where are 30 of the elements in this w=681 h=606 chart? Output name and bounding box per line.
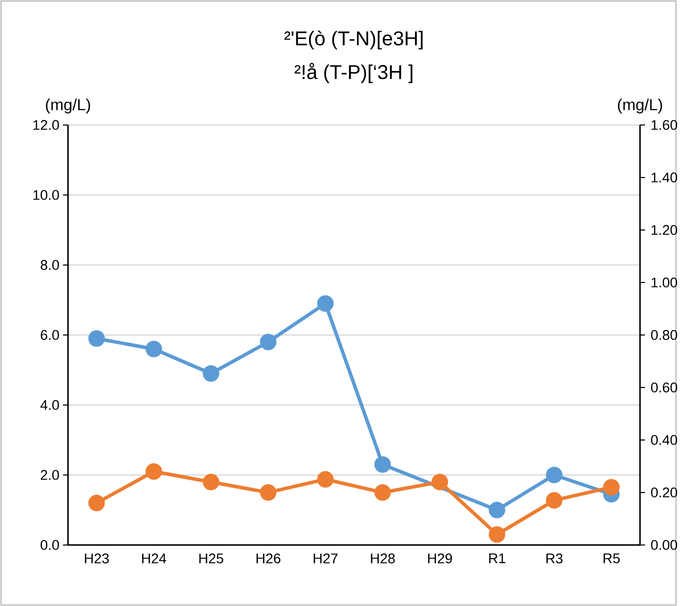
y-tick-label: 2.0 [40,470,59,480]
x-tick-label: H29 [428,553,452,564]
chart-subtitle: ²!å (T-P)[‘3H ] [294,62,412,84]
y-tick-label: 4.0 [40,400,59,410]
y-axis-title: (mg/L) [46,98,90,114]
x-tick-label: H23 [84,553,109,564]
y-tick-label: 6.0 [40,330,59,340]
y2-tick-label: 1.20 [652,225,678,235]
x-tick-label: H27 [314,553,338,564]
y-tick-label: 10.0 [33,190,59,200]
y2-tick-label: 1.60 [652,120,678,130]
y-tick-label: 0.0 [40,540,59,550]
y2-axis-title: (mg/L) [618,98,662,114]
y2-tick-label: 0.00 [651,540,678,550]
y-tick-label: 8.0 [40,260,59,270]
x-tick-label: H25 [199,553,224,564]
y2-tick-label: 0.80 [651,330,678,340]
x-tick-label: R5 [604,554,620,564]
y2-tick-label: 0.60 [651,382,678,392]
x-tick-label: H28 [370,553,395,564]
x-tick-label: H24 [142,553,166,564]
y2-tick-label: 1.00 [652,278,678,288]
chart-title: ²'E(ò (T-N)[e3H] [284,30,423,50]
y2-tick-label: 0.40 [651,435,678,445]
y-tick-label: 12.0 [33,120,59,130]
x-tick-label: R3 [546,553,562,564]
y2-tick-label: 1.40 [652,172,678,182]
x-tick-label: H26 [256,553,280,564]
y2-tick-label: 0.20 [651,488,678,498]
x-tick-label: R1 [489,554,506,564]
